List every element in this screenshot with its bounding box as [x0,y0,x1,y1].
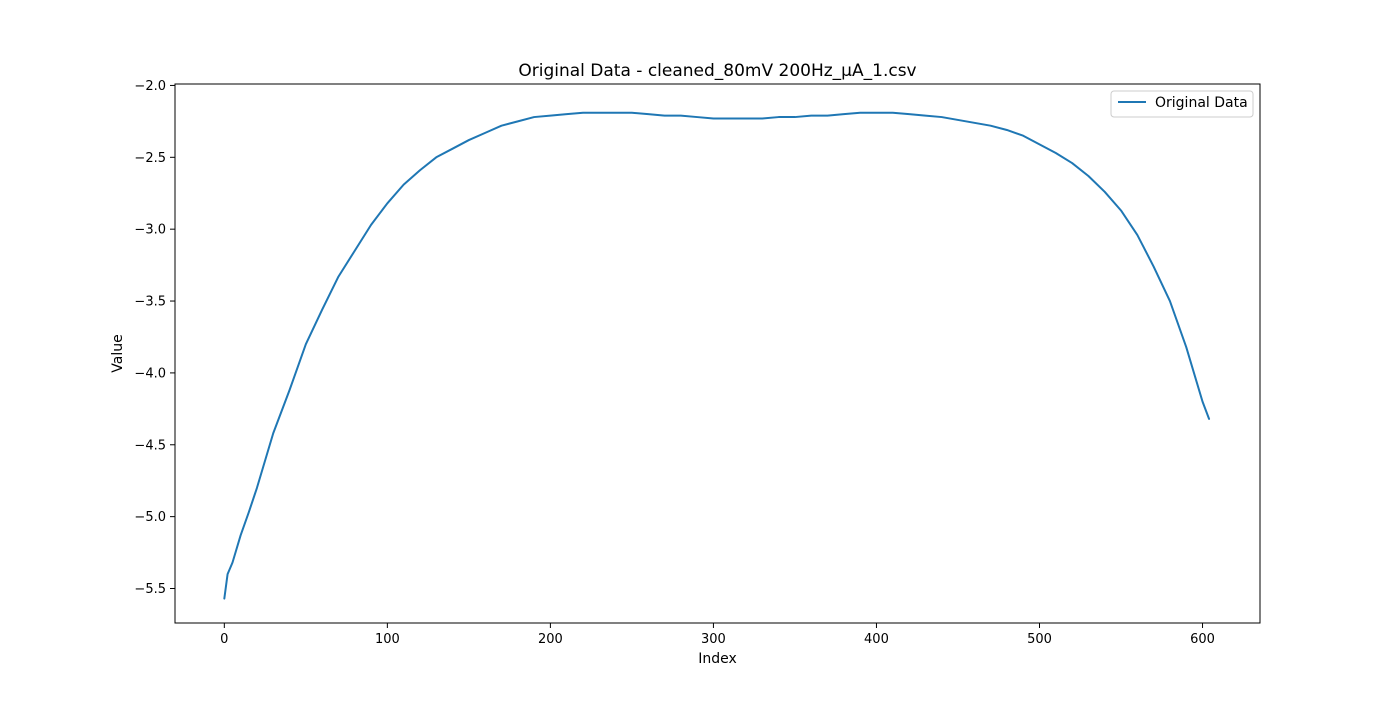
series-line-0 [223,111,1211,600]
plot-area [175,84,1260,623]
y-tick-label: −3.5 [134,295,166,310]
y-tick-label: −2.5 [134,151,166,166]
y-axis-label: Value [110,334,126,372]
y-tick-label: −2.0 [134,79,166,94]
y-tick-label: −3.0 [134,223,166,238]
legend-box [1110,90,1254,118]
x-tick-label: 600 [1190,632,1215,647]
x-tick-label: 200 [538,632,563,647]
y-tick-label: −5.0 [134,510,166,525]
legend-label: Original Data [1155,95,1248,111]
y-tick-label: −5.5 [134,582,166,597]
axes-frame [174,83,1261,624]
x-tick-label: 500 [1027,632,1052,647]
x-tick-label: 300 [701,632,726,647]
x-tick-label: 400 [864,632,889,647]
y-tick-label: −4.5 [134,438,166,453]
x-tick-label: 0 [220,632,228,647]
chart-title: Original Data - cleaned_80mV 200Hz_µA_1.… [518,61,916,81]
x-axis-label: Index [698,651,737,667]
x-tick-label: 100 [375,632,400,647]
legend: Original Data [1110,90,1254,118]
y-tick-label: −4.0 [134,366,166,381]
